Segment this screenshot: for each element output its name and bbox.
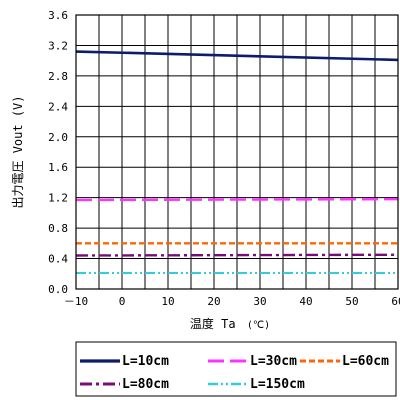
x-axis-title-main: 温度 Ta xyxy=(190,316,236,331)
y-tick-label: 2.4 xyxy=(48,100,68,113)
x-tick-label: 0 xyxy=(119,295,126,308)
x-tick-label: 60 xyxy=(391,295,400,308)
y-axis-title: 出力電圧 Vout (V) xyxy=(11,95,25,208)
x-tick-label: 10 xyxy=(161,295,174,308)
y-tick-label: 0.4 xyxy=(48,253,68,266)
series-line xyxy=(75,197,399,202)
y-tick-label: 1.6 xyxy=(48,161,68,174)
x-axis-title-unit: (℃) xyxy=(247,320,270,331)
legend-label: L=150cm xyxy=(250,377,305,392)
y-tick-label: 2.8 xyxy=(48,70,68,83)
y-tick-label: 0.0 xyxy=(48,283,68,296)
legend-label: L=60cm xyxy=(342,354,389,369)
x-axis-title: 温度 Ta (℃) xyxy=(190,316,270,331)
y-tick-label: 0.8 xyxy=(48,222,68,235)
x-tick-label: 40 xyxy=(299,295,312,308)
legend-label: L=10cm xyxy=(122,354,169,369)
series-line xyxy=(75,50,399,62)
plot-frame xyxy=(75,14,399,290)
legend-label: L=30cm xyxy=(250,354,297,369)
x-tick-label: 50 xyxy=(345,295,358,308)
x-tick-label: －10 xyxy=(64,295,88,308)
y-tick-label: 2.0 xyxy=(48,131,68,144)
legend-label: L=80cm xyxy=(122,377,169,392)
x-tick-label: 30 xyxy=(253,295,266,308)
x-tick-label: 20 xyxy=(207,295,220,308)
y-tick-label: 3.6 xyxy=(48,9,68,22)
series-line xyxy=(75,253,399,257)
y-tick-label: 3.2 xyxy=(48,39,68,52)
legend-box xyxy=(75,341,397,397)
legend: L=10cm L=30cm L=60cm L=80cm L=150cm xyxy=(80,354,389,392)
y-tick-labels: 0.0 0.4 0.8 1.2 1.6 2.0 2.4 2.8 3.2 3.6 xyxy=(48,9,68,296)
y-tick-label: 1.2 xyxy=(48,192,68,205)
x-tick-labels: －10 0 10 20 30 40 50 60 xyxy=(64,295,400,308)
series-lines xyxy=(75,50,399,275)
